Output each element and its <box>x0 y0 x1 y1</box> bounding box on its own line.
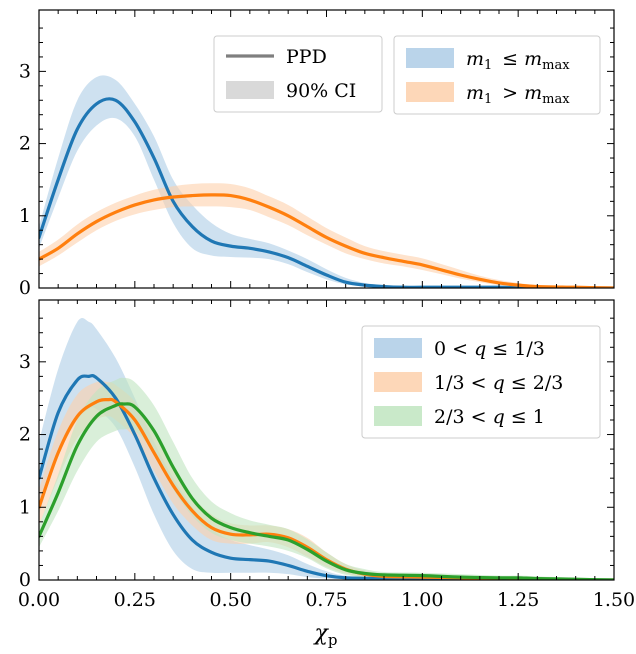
y-tick-label: 3 <box>19 351 31 373</box>
ticks <box>38 300 615 581</box>
ci-band-3 <box>39 377 614 580</box>
legend-swatch-band <box>226 81 274 99</box>
x-tick-label: 1.25 <box>497 589 539 611</box>
x-tick-label: 0.75 <box>305 589 347 611</box>
series-legend: 0 < q ≤ 1/3 1/3 < q ≤ 2/3 2/3 < q ≤ 1 <box>361 325 601 439</box>
style-legend: PPD 90% CI <box>213 35 383 113</box>
legend-label-3: 2/3 < q ≤ 1 <box>434 406 545 428</box>
ppd-line-2 <box>39 193 614 288</box>
legend-label-1: m1 ≤ mmax <box>466 48 570 73</box>
legend-label: PPD <box>286 46 327 68</box>
y-tick-label: 1 <box>19 496 31 518</box>
y-tick-label: 1 <box>19 205 31 227</box>
x-axis-label: χp <box>313 621 338 649</box>
ci-band-2 <box>39 183 614 288</box>
x-tick-label: 0.50 <box>210 589 252 611</box>
legend-swatch-2 <box>374 372 422 392</box>
ticks <box>38 10 615 289</box>
ci-band-1 <box>39 75 614 288</box>
series-legend: m1 ≤ mmax m1 > mmax <box>393 35 601 115</box>
x-tick-label: 0.00 <box>18 589 60 611</box>
ppd-line-1 <box>39 97 614 288</box>
plot-area <box>39 75 614 288</box>
legend-label-2: 1/3 < q ≤ 2/3 <box>434 372 563 394</box>
x-tick-label: 0.25 <box>114 589 156 611</box>
legend-label-1: 0 < q ≤ 1/3 <box>434 338 545 360</box>
legend-swatch-1 <box>374 338 422 358</box>
bottom-panel: 0 1 2 3 0.00 0.25 0.50 0.75 1.00 1.25 1.50 χp 0 < q … <box>18 299 635 649</box>
ppd-line-3 <box>39 402 614 580</box>
y-tick-label: 2 <box>19 424 31 446</box>
x-tick-label: 1.00 <box>401 589 443 611</box>
x-tick-label: 1.50 <box>593 589 635 611</box>
y-tick-label: 3 <box>19 60 31 82</box>
legend-swatch-2 <box>406 82 454 102</box>
legend-swatch-1 <box>406 48 454 68</box>
y-tick-label: 2 <box>19 133 31 155</box>
y-tick-label: 0 <box>19 569 31 591</box>
legend-label: 90% CI <box>286 80 356 102</box>
y-tick-label: 0 <box>19 277 31 299</box>
legend-swatch-3 <box>374 406 422 426</box>
legend-label-2: m1 > mmax <box>466 82 570 107</box>
top-panel: 0 1 2 3 PPD 90% CI m1 ≤ mmax m1 > mmax <box>19 9 615 299</box>
